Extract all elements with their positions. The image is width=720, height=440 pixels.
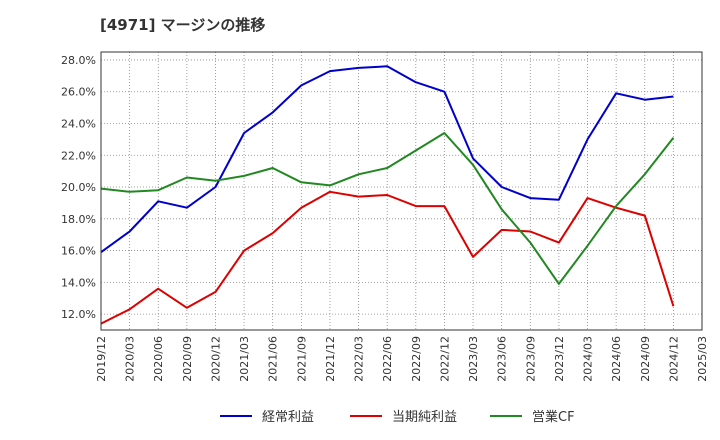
x-tick-label: 2020/03 xyxy=(124,336,137,382)
x-tick-label: 2020/06 xyxy=(152,336,165,382)
x-tick-label: 2024/12 xyxy=(667,336,680,382)
y-tick-label: 22.0% xyxy=(61,149,96,162)
series-line-1 xyxy=(100,65,674,254)
x-tick-label: 2019/12 xyxy=(95,336,108,382)
y-tick-label: 24.0% xyxy=(61,117,96,130)
legend-label-3: 営業CF xyxy=(532,409,575,425)
x-tick-label: 2022/06 xyxy=(381,336,394,382)
series-lines xyxy=(100,65,675,325)
x-tick-label: 2020/12 xyxy=(209,336,222,382)
x-axis: 2019/12 2020/03 2020/06 2020/09 2020/12 2021/… xyxy=(95,336,709,382)
x-tick-label: 2023/12 xyxy=(553,336,566,382)
y-tick-label: 20.0% xyxy=(61,181,96,194)
y-tick-label: 16.0% xyxy=(61,245,96,258)
y-tick-label: 12.0% xyxy=(61,308,96,321)
legend-label-2: 当期純利益 xyxy=(392,410,457,425)
x-tick-label: 2024/09 xyxy=(639,336,652,382)
series-line-2 xyxy=(100,190,675,325)
y-tick-label: 26.0% xyxy=(61,86,96,99)
x-tick-label: 2024/06 xyxy=(610,336,623,382)
x-tick-label: 2025/03 xyxy=(696,336,709,382)
x-tick-label: 2023/06 xyxy=(496,336,509,382)
y-axis: 12.0% 14.0% 16.0% 18.0% 20.0% 22.0% 24.0% 26.0%… xyxy=(61,54,96,321)
y-tick-label: 18.0% xyxy=(61,213,96,226)
x-tick-label: 2021/06 xyxy=(267,336,280,382)
legend-label-1: 経常利益 xyxy=(262,410,314,425)
x-tick-label: 2023/09 xyxy=(524,336,537,382)
x-tick-label: 2022/03 xyxy=(353,336,366,382)
grid xyxy=(100,52,703,330)
x-tick-label: 2021/09 xyxy=(295,336,308,382)
x-tick-label: 2023/03 xyxy=(467,336,480,382)
x-tick-label: 2024/03 xyxy=(582,336,595,382)
x-tick-label: 2021/03 xyxy=(238,336,251,382)
x-tick-label: 2021/12 xyxy=(324,336,337,382)
series-line-3 xyxy=(100,132,675,285)
x-tick-label: 2022/09 xyxy=(410,336,423,382)
x-tick-label: 2020/09 xyxy=(181,336,194,382)
y-tick-label: 14.0% xyxy=(61,276,96,289)
chart-title: [4971] マージンの推移 xyxy=(100,16,266,34)
plot-frame xyxy=(100,51,703,331)
y-tick-label: 28.0% xyxy=(61,54,96,67)
x-tick-label: 2022/12 xyxy=(438,336,451,382)
legend: 経常利益 当期純利益 営業CF xyxy=(220,409,575,425)
